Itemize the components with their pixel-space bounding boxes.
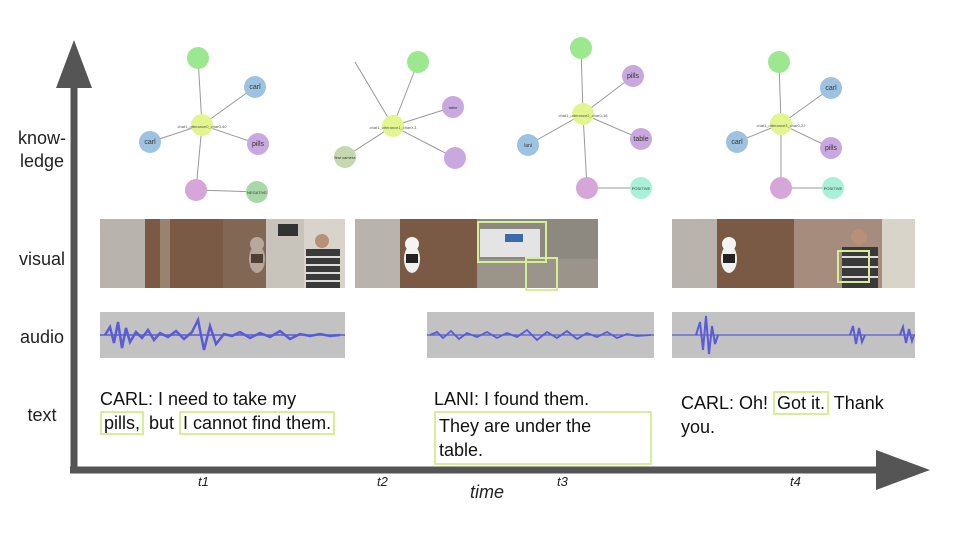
utterance-1-line2: pills, but I cannot find them. [100, 411, 360, 435]
tick-t1: t1 [198, 474, 209, 489]
graph-node-label: pills [825, 145, 838, 152]
highlight-got-it: Got it. [773, 391, 830, 415]
visual-selection-box [525, 257, 558, 291]
knowledge-graph-4: chat1_utterance3_char0-22 carl carl pill… [726, 51, 844, 199]
row-label-text: text [27, 405, 57, 425]
graph-node-label: POSITIVE [824, 186, 843, 191]
row-label-audio: audio [19, 327, 65, 347]
graph-node-center [191, 114, 213, 136]
graph-node [139, 131, 161, 153]
highlight-under-table: They are under the table. [434, 411, 652, 465]
graph-node-label: pills [252, 141, 265, 148]
knowledge-graph-2: chat1_utterance1_char0-3 table first cam… [334, 51, 466, 169]
graph-node [247, 133, 269, 155]
graph-node [570, 37, 592, 59]
graph-node [820, 77, 842, 99]
graph-node-center [382, 115, 404, 137]
graph-node-label: NEGATIVE [247, 190, 267, 195]
audio-waveform-t1 [100, 312, 345, 358]
utterance-3-post: Thank [829, 393, 884, 413]
graph-node [726, 131, 748, 153]
utterance-2-hl-line1: They are under the [439, 416, 592, 436]
graph-node [770, 177, 792, 199]
graph-node [244, 76, 266, 98]
audio-waveform-t4-image [672, 315, 915, 355]
video-frames-t4-image [672, 219, 915, 288]
row-label-knowledge: know- ledge [12, 127, 72, 173]
audio-waveform-t3 [427, 312, 654, 358]
graph-node [630, 128, 652, 150]
audio-waveform-t4 [672, 312, 915, 358]
graph-node [246, 181, 268, 203]
utterance-2-hl-line2: table. [439, 440, 484, 460]
horizontal-axis-arrowhead [876, 450, 930, 490]
graph-node [622, 65, 644, 87]
time-axis-label: time [470, 482, 505, 502]
graph-node-label: table [449, 105, 458, 110]
vertical-axis-arrowhead [56, 40, 92, 88]
utterance-3-line2: you. [681, 417, 716, 437]
graph-node-label: carl [144, 139, 156, 146]
graph-node [187, 47, 209, 69]
visual-selection-box [837, 250, 870, 283]
graph-node [822, 177, 844, 199]
tick-t4: t4 [790, 474, 801, 489]
graph-node [820, 137, 842, 159]
utterance-3-pre: CARL: Oh! [681, 393, 774, 413]
highlight-pills: pills, [100, 411, 145, 435]
graph-node [444, 147, 466, 169]
graph-node-center [572, 103, 594, 125]
visual-selection-box [477, 221, 547, 263]
audio-waveform-t1-image [100, 316, 345, 351]
utterance-1-mid: but [144, 413, 180, 433]
graph-node [630, 177, 652, 199]
video-frames-t4 [672, 219, 915, 288]
graph-center-label: chat1_utterance2_char0-18 [559, 113, 609, 118]
row-label-knowledge-line2: ledge [19, 151, 65, 171]
video-frames-t1-image [100, 219, 345, 288]
video-frames-t1 [100, 219, 345, 288]
video-frames-t3-image [355, 219, 598, 288]
graph-center-label: chat1_utterance3_char0-22 [757, 123, 807, 128]
utterance-2-line1: LANI: I found them. [434, 389, 590, 409]
graph-node-label: pills [627, 73, 640, 80]
graph-node-label: POSITIVE [632, 186, 651, 191]
knowledge-graph-3: chat1_utterance2_char0-18 pills table la… [517, 37, 652, 199]
graph-node [576, 177, 598, 199]
utterance-2: LANI: I found them. They are under the t… [434, 387, 654, 465]
graph-center-label: chat1_utterance0_char0-40 [178, 124, 228, 129]
graph-node [442, 96, 464, 118]
graph-node-label: first camera [335, 155, 357, 160]
graph-node [185, 179, 207, 201]
graph-node [768, 51, 790, 73]
row-label-knowledge-line1: know- [17, 128, 66, 148]
graph-node-label: carl [825, 85, 837, 92]
utterance-1-line1: CARL: I need to take my [100, 389, 297, 409]
graph-node-label: carl [731, 139, 743, 146]
graph-node [334, 146, 356, 168]
video-frames-t3 [355, 219, 598, 288]
graph-node [517, 134, 539, 156]
graph-node-label: lani [524, 143, 532, 149]
graph-node [407, 51, 429, 73]
audio-waveform-t3-image [427, 328, 654, 342]
tick-t3: t3 [557, 474, 568, 489]
utterance-3: CARL: Oh! Got it. Thank you. [681, 391, 911, 439]
graph-center-label: chat1_utterance1_char0-3 [370, 125, 417, 130]
utterance-3-line1: CARL: Oh! Got it. Thank [681, 391, 911, 415]
graph-node-center [770, 113, 792, 135]
row-label-visual: visual [18, 249, 66, 269]
graph-node-label: table [633, 136, 648, 143]
utterance-1: CARL: I need to take my pills, but I can… [100, 387, 360, 435]
graph-node-label: carl [249, 84, 261, 91]
knowledge-graph-1: chat1_utterance0_char0-40 carl pills car… [139, 47, 269, 203]
highlight-cannot-find: I cannot find them. [179, 411, 336, 435]
tick-t2: t2 [377, 474, 388, 489]
